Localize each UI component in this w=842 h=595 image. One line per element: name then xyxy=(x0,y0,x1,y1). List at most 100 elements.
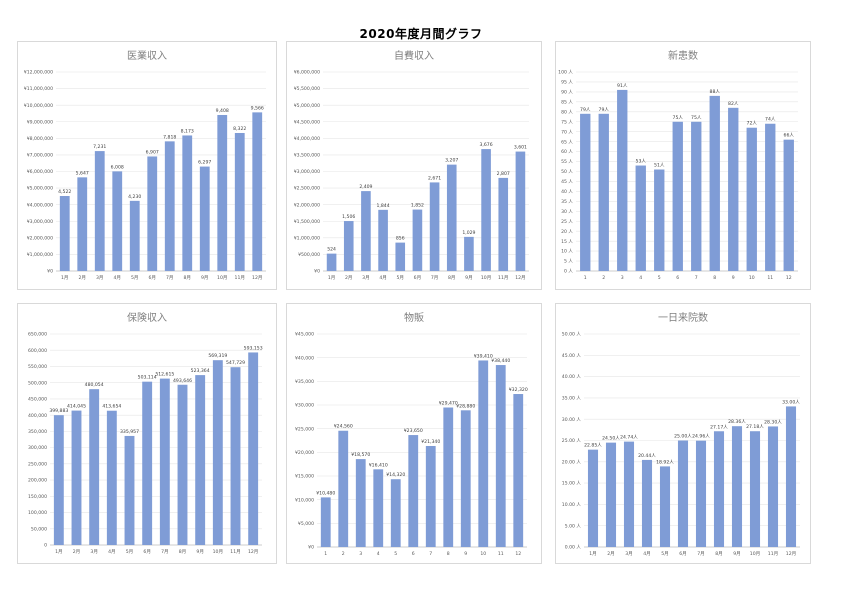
x-tick-label: 5 xyxy=(394,551,397,557)
y-tick-label: 15.00 人 xyxy=(562,481,582,487)
x-tick-label: 10 xyxy=(480,551,486,557)
data-label: 82人 xyxy=(728,101,739,107)
x-tick-label: 2月 xyxy=(607,551,615,557)
y-tick-label: 10.00 人 xyxy=(562,502,582,508)
y-tick-label: ¥4,000,000 xyxy=(294,136,320,142)
x-tick-label: 9月 xyxy=(201,275,209,281)
y-tick-label: ¥6,000,000 xyxy=(27,169,53,175)
chart-svg: 保険収入 0 50,000 100,000 150,000 200,000 250,000 3… xyxy=(28,311,263,555)
bar xyxy=(513,394,524,547)
y-tick-label: 55 人 xyxy=(561,159,573,165)
y-tick-label: 500,000 xyxy=(28,380,47,386)
x-tick-label: 10月 xyxy=(481,275,491,281)
y-tick-label: 75 人 xyxy=(561,119,573,125)
data-label: 2,409 xyxy=(359,184,372,190)
x-tick-label: 12 xyxy=(515,551,521,557)
bar xyxy=(443,407,454,547)
data-label: 2,671 xyxy=(428,175,441,181)
y-tick-label: 25 人 xyxy=(561,219,573,225)
bar xyxy=(390,479,401,547)
data-label: 72人 xyxy=(747,121,758,127)
data-label: 18.92人 xyxy=(656,459,674,465)
data-label: 4,230 xyxy=(128,194,141,200)
bar xyxy=(498,177,509,271)
y-tick-label: 60 人 xyxy=(561,149,573,155)
x-tick-label: 5月 xyxy=(131,275,139,281)
bar xyxy=(112,171,123,271)
data-label: 22.85人 xyxy=(584,443,602,449)
x-tick-label: 12月 xyxy=(252,275,262,281)
bar xyxy=(765,123,776,272)
data-label: 512,615 xyxy=(155,372,174,378)
bar xyxy=(515,151,526,271)
chart-svg: 一日来院数 0.00 人 5.00 人 10.00 人 15.00 人 20.00 人 25… xyxy=(562,311,800,557)
x-tick-label: 9月 xyxy=(196,549,204,555)
y-tick-label: 40 人 xyxy=(561,189,573,195)
bar xyxy=(672,121,683,271)
bar xyxy=(580,113,591,271)
x-tick-label: 11 xyxy=(767,275,773,281)
x-tick-label: 11月 xyxy=(230,549,240,555)
y-tick-label: ¥35,000 xyxy=(295,379,314,385)
chart-title: 医業収入 xyxy=(127,49,167,62)
y-tick-label: 45 人 xyxy=(561,179,573,185)
x-tick-label: 10月 xyxy=(213,549,223,555)
x-tick-label: 2月 xyxy=(78,275,86,281)
bar xyxy=(446,164,457,271)
x-tick-label: 4 xyxy=(639,275,642,281)
x-tick-label: 10 xyxy=(749,275,755,281)
y-tick-label: ¥8,000,000 xyxy=(27,136,53,142)
y-tick-label: 85 人 xyxy=(561,99,573,105)
bar xyxy=(635,165,646,271)
y-tick-label: ¥5,000,000 xyxy=(294,103,320,109)
y-tick-label: 0.00 人 xyxy=(565,545,582,551)
x-tick-label: 8月 xyxy=(179,549,187,555)
bar xyxy=(373,469,384,547)
x-tick-label: 2 xyxy=(342,551,345,557)
bar xyxy=(408,435,419,547)
x-tick-label: 12月 xyxy=(515,275,525,281)
data-label: ¥23,650 xyxy=(404,428,423,434)
chart-title: 新患数 xyxy=(668,49,698,62)
y-tick-label: 10 人 xyxy=(561,249,573,255)
y-tick-label: 250,000 xyxy=(28,461,47,467)
data-label: ¥29,470 xyxy=(439,401,458,407)
x-tick-label: 11月 xyxy=(498,275,508,281)
bar xyxy=(412,209,423,271)
y-tick-label: 70 人 xyxy=(561,129,573,135)
data-label: 569,319 xyxy=(208,353,227,359)
bar xyxy=(654,169,665,271)
chart-svg: 物販 ¥0 ¥5,000 ¥10,000 ¥15,000 ¥20,000 ¥25,000 ¥3… xyxy=(295,311,528,557)
chart-svg: 自費収入 ¥0 ¥500,000 ¥1,000,000 ¥1,500,000 ¥2,000… xyxy=(294,49,529,281)
y-tick-label: ¥2,500,000 xyxy=(294,186,320,192)
data-label: 3,601 xyxy=(514,145,527,151)
y-tick-label: 45.00 人 xyxy=(562,353,582,359)
x-tick-label: 11 xyxy=(498,551,504,557)
data-label: 4,522 xyxy=(58,189,71,195)
bar xyxy=(182,135,193,271)
y-tick-label: 300,000 xyxy=(28,445,47,451)
y-tick-label: 50 人 xyxy=(561,169,573,175)
data-label: 79人 xyxy=(599,107,610,113)
data-label: 28.36人 xyxy=(728,419,746,425)
x-tick-label: 12月 xyxy=(786,551,796,557)
x-tick-label: 8月 xyxy=(183,275,191,281)
x-tick-label: 4月 xyxy=(379,275,387,281)
x-tick-label: 3 xyxy=(621,275,624,281)
x-tick-label: 1月 xyxy=(589,551,597,557)
y-tick-label: ¥40,000 xyxy=(295,355,314,361)
x-tick-label: 6月 xyxy=(148,275,156,281)
data-label: 8,173 xyxy=(181,128,194,134)
data-label: 1,029 xyxy=(462,230,475,236)
bar xyxy=(605,442,617,547)
bar xyxy=(199,166,210,271)
chart-svg: 新患数 0 人 5 人 10 人 15 人 20 人 25 人 30 人 35 人 40 人 45 … xyxy=(558,49,798,281)
data-label: 53人 xyxy=(636,159,647,165)
x-tick-label: 7月 xyxy=(161,549,169,555)
data-label: 75人 xyxy=(673,115,684,121)
bar xyxy=(77,177,88,271)
bar xyxy=(230,367,241,545)
chart-panel-new-patients: 新患数 0 人 5 人 10 人 15 人 20 人 25 人 30 人 35 人 40 人 45 … xyxy=(555,41,811,290)
y-tick-label: 400,000 xyxy=(28,413,47,419)
data-label: 3,676 xyxy=(480,142,493,148)
